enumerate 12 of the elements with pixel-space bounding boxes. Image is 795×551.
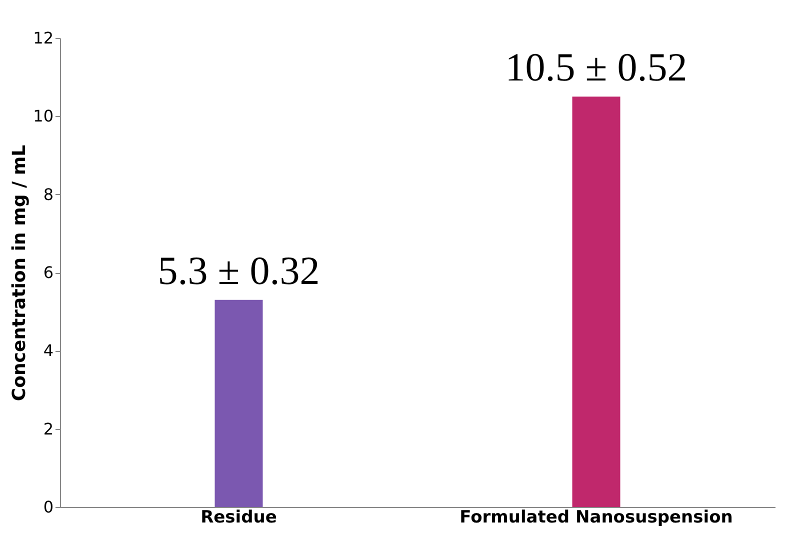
y-tick-label: 4 [43,341,54,360]
y-tick-label: 12 [33,28,54,48]
data-label: 5.3 ± 0.32 [158,248,320,293]
data-label: 10.5 ± 0.52 [505,44,688,90]
y-tick-label: 10 [33,106,54,126]
y-tick-label: 8 [43,184,54,204]
x-tick-label: Formulated Nanosuspension [460,508,733,528]
y-tick-label: 6 [43,263,54,282]
y-tick-label: 0 [43,498,54,516]
y-axis-title: Concentration in mg / mL [9,144,30,402]
y-tick-label: 2 [43,419,54,438]
x-tick-label: Residue [200,508,277,528]
